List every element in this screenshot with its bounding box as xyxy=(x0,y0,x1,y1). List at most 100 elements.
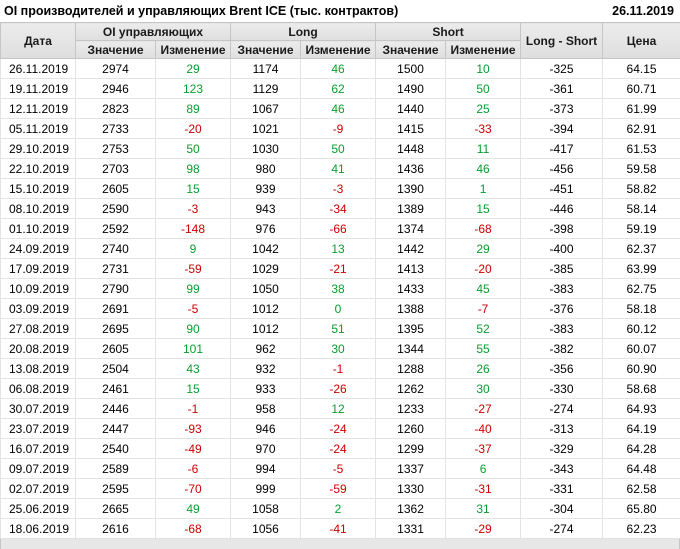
cell-date: 08.10.2019 xyxy=(1,199,76,219)
table-row: 24.09.2019 2740 9 1042 13 1442 29 -400 6… xyxy=(1,239,680,259)
cell-long-short: -417 xyxy=(521,139,603,159)
cell-short-value: 1362 xyxy=(376,499,446,519)
sub-header-short-value: Значение xyxy=(376,41,446,59)
cell-oi-value: 2753 xyxy=(76,139,156,159)
cell-long-value: 994 xyxy=(231,459,301,479)
table-body: 26.11.2019 2974 29 1174 46 1500 10 -325 … xyxy=(1,59,680,539)
cell-date: 06.08.2019 xyxy=(1,379,76,399)
cell-price: 60.07 xyxy=(603,339,680,359)
cell-date: 18.06.2019 xyxy=(1,519,76,539)
cell-long-value: 1042 xyxy=(231,239,301,259)
cell-short-value: 1448 xyxy=(376,139,446,159)
cell-price: 60.12 xyxy=(603,319,680,339)
cell-long-change: -66 xyxy=(301,219,376,239)
cell-date: 25.06.2019 xyxy=(1,499,76,519)
cell-long-value: 1021 xyxy=(231,119,301,139)
cell-long-change: 30 xyxy=(301,339,376,359)
col-group-oi: OI управляющих xyxy=(76,23,231,41)
cell-oi-value: 2665 xyxy=(76,499,156,519)
cell-oi-change: 99 xyxy=(156,279,231,299)
cell-oi-change: 49 xyxy=(156,499,231,519)
cell-short-change: 10 xyxy=(446,59,521,79)
cell-date: 22.10.2019 xyxy=(1,159,76,179)
cell-long-short: -325 xyxy=(521,59,603,79)
cell-long-value: 962 xyxy=(231,339,301,359)
cell-price: 64.15 xyxy=(603,59,680,79)
cell-long-short: -456 xyxy=(521,159,603,179)
sub-header-long-value: Значение xyxy=(231,41,301,59)
cell-long-short: -343 xyxy=(521,459,603,479)
table-row: 19.11.2019 2946 123 1129 62 1490 50 -361… xyxy=(1,79,680,99)
table-row: 30.07.2019 2446 -1 958 12 1233 -27 -274 … xyxy=(1,399,680,419)
cell-date: 26.11.2019 xyxy=(1,59,76,79)
cell-short-value: 1299 xyxy=(376,439,446,459)
cell-oi-change: 123 xyxy=(156,79,231,99)
cell-oi-change: -6 xyxy=(156,459,231,479)
cell-long-value: 980 xyxy=(231,159,301,179)
cell-price: 63.99 xyxy=(603,259,680,279)
cell-long-value: 1174 xyxy=(231,59,301,79)
cell-price: 59.58 xyxy=(603,159,680,179)
cell-date: 12.11.2019 xyxy=(1,99,76,119)
cell-oi-value: 2589 xyxy=(76,459,156,479)
cell-long-short: -383 xyxy=(521,279,603,299)
cell-oi-change: 9 xyxy=(156,239,231,259)
cell-short-value: 1390 xyxy=(376,179,446,199)
cell-oi-value: 2790 xyxy=(76,279,156,299)
cell-long-short: -304 xyxy=(521,499,603,519)
cell-long-value: 1030 xyxy=(231,139,301,159)
cell-long-short: -400 xyxy=(521,239,603,259)
col-header-long-short: Long - Short xyxy=(521,23,603,59)
title-bar: OI производителей и управляющих Brent IC… xyxy=(0,0,680,22)
cell-date: 13.08.2019 xyxy=(1,359,76,379)
cell-oi-change: -5 xyxy=(156,299,231,319)
cell-short-change: 50 xyxy=(446,79,521,99)
cell-short-value: 1395 xyxy=(376,319,446,339)
cell-short-change: 45 xyxy=(446,279,521,299)
cell-date: 27.08.2019 xyxy=(1,319,76,339)
cell-oi-change: 15 xyxy=(156,179,231,199)
cell-short-change: 11 xyxy=(446,139,521,159)
cell-date: 05.11.2019 xyxy=(1,119,76,139)
cell-date: 30.07.2019 xyxy=(1,399,76,419)
table-row: 20.08.2019 2605 101 962 30 1344 55 -382 … xyxy=(1,339,680,359)
cell-price: 59.19 xyxy=(603,219,680,239)
cell-short-change: -20 xyxy=(446,259,521,279)
cell-short-value: 1344 xyxy=(376,339,446,359)
cell-price: 58.18 xyxy=(603,299,680,319)
cell-date: 20.08.2019 xyxy=(1,339,76,359)
sub-header-long-change: Изменение xyxy=(301,41,376,59)
col-header-price: Цена xyxy=(603,23,680,59)
cell-oi-value: 2592 xyxy=(76,219,156,239)
cell-price: 62.75 xyxy=(603,279,680,299)
cell-date: 29.10.2019 xyxy=(1,139,76,159)
cell-long-change: -34 xyxy=(301,199,376,219)
cell-long-value: 1012 xyxy=(231,299,301,319)
cell-price: 65.80 xyxy=(603,499,680,519)
cell-date: 23.07.2019 xyxy=(1,419,76,439)
cell-long-value: 932 xyxy=(231,359,301,379)
cell-long-value: 943 xyxy=(231,199,301,219)
cell-long-value: 946 xyxy=(231,419,301,439)
sub-header-short-change: Изменение xyxy=(446,41,521,59)
cell-long-change: 51 xyxy=(301,319,376,339)
cell-price: 58.68 xyxy=(603,379,680,399)
cell-date: 09.07.2019 xyxy=(1,459,76,479)
cell-price: 58.14 xyxy=(603,199,680,219)
cell-long-value: 1029 xyxy=(231,259,301,279)
cell-short-change: 46 xyxy=(446,159,521,179)
cell-oi-change: -68 xyxy=(156,519,231,539)
cell-oi-change: -3 xyxy=(156,199,231,219)
cell-long-short: -385 xyxy=(521,259,603,279)
cell-long-change: -24 xyxy=(301,439,376,459)
cell-long-change: -41 xyxy=(301,519,376,539)
cell-short-value: 1388 xyxy=(376,299,446,319)
cell-long-short: -274 xyxy=(521,519,603,539)
cell-long-change: 2 xyxy=(301,499,376,519)
cell-price: 58.82 xyxy=(603,179,680,199)
sub-header-oi-value: Значение xyxy=(76,41,156,59)
cell-date: 10.09.2019 xyxy=(1,279,76,299)
cell-long-short: -398 xyxy=(521,219,603,239)
cell-oi-value: 2540 xyxy=(76,439,156,459)
cell-short-change: 30 xyxy=(446,379,521,399)
